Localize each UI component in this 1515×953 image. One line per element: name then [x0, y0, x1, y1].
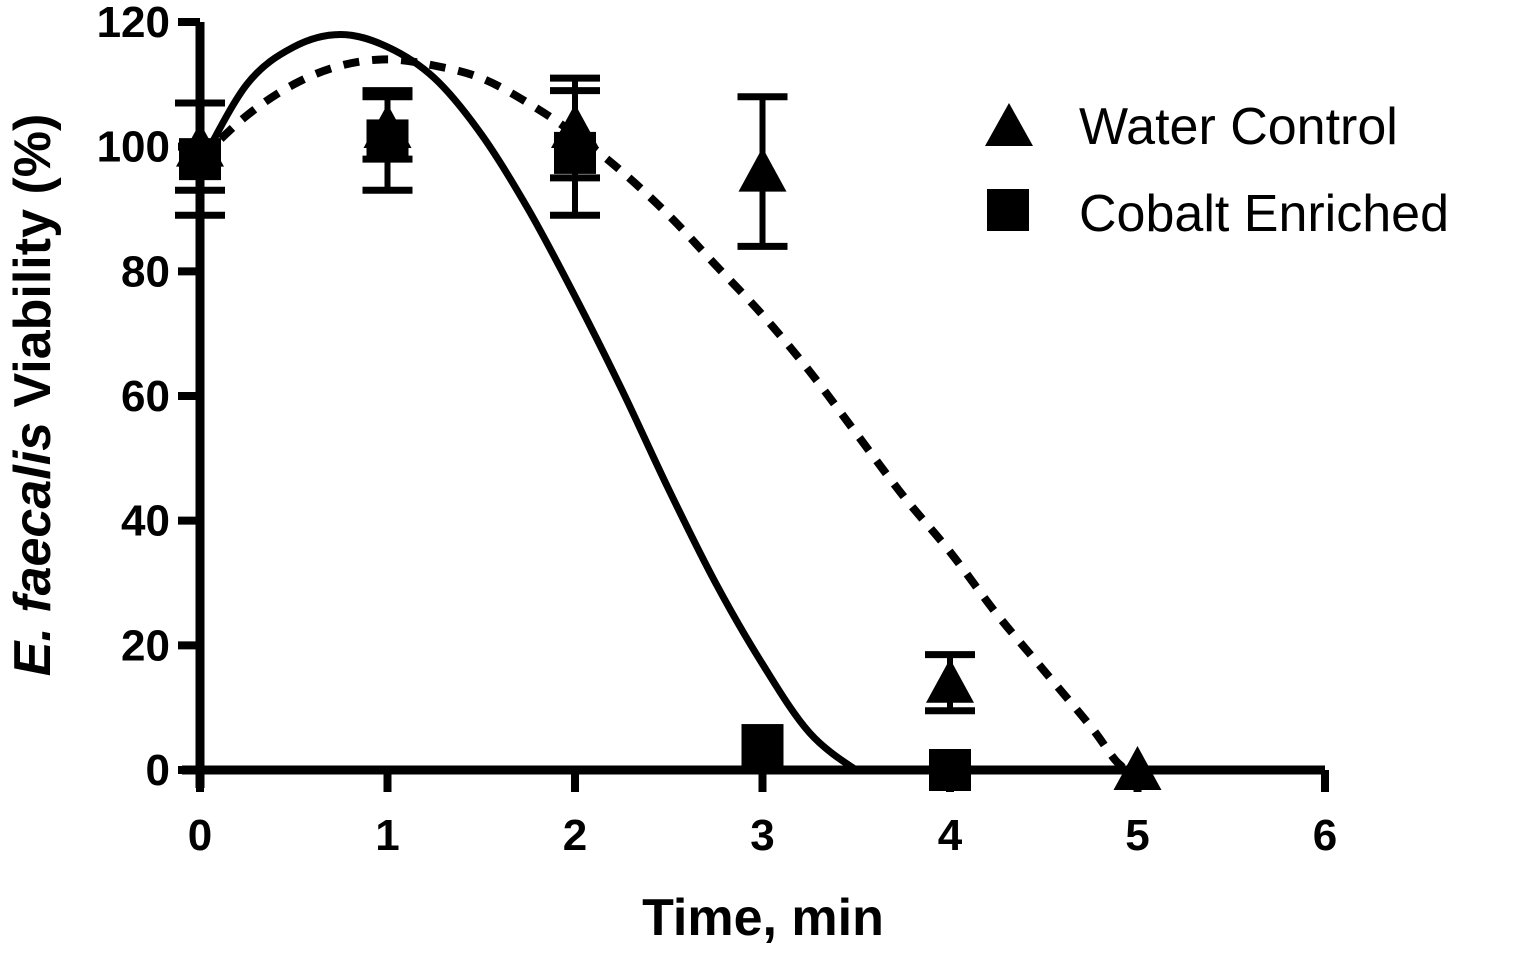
y-tick-label: 60	[121, 372, 170, 421]
legend: Water Control Cobalt Enriched	[985, 98, 1449, 243]
x-axis-title: Time, min	[642, 889, 884, 947]
data-point-water-control	[738, 147, 787, 192]
data-point-water-control	[926, 658, 974, 703]
legend-item-cobalt-enriched: Cobalt Enriched	[987, 185, 1449, 243]
legend-label-water-control: Water Control	[1079, 98, 1398, 156]
y-tick-label: 120	[97, 0, 170, 47]
fit-line-water-control	[197, 55, 1325, 775]
x-tick-label: 6	[1313, 811, 1337, 860]
legend-item-water-control: Water Control	[985, 98, 1398, 156]
data-point-cobalt-enriched	[741, 724, 784, 767]
legend-label-cobalt-enriched: Cobalt Enriched	[1079, 185, 1449, 243]
y-tick-label: 40	[121, 497, 170, 546]
data-point-cobalt-enriched	[179, 138, 221, 181]
data-point-water-control	[1113, 746, 1162, 790]
data-point-cobalt-enriched	[554, 131, 596, 174]
legend-square-marker	[987, 189, 1029, 231]
y-axis-title: E. faecalis Viability (%)	[4, 114, 62, 677]
markers	[176, 103, 1162, 791]
x-tick-label: 3	[750, 811, 774, 860]
legend-triangle-marker	[985, 103, 1033, 146]
y-tick-label: 80	[121, 247, 170, 296]
y-axis-title-rest: Viability (%)	[4, 114, 62, 422]
x-tick-label: 5	[1125, 811, 1149, 860]
x-tick-label: 1	[375, 811, 399, 860]
y-tick-label: 0	[146, 746, 170, 795]
tick-labels: 0 20 40 60 80 100 120 0 1 2 3 4 5 6	[97, 0, 1338, 860]
x-tick-label: 0	[188, 811, 212, 860]
data-point-cobalt-enriched	[366, 119, 409, 162]
x-tick-label: 2	[563, 811, 587, 860]
x-tick-label: 4	[938, 811, 963, 860]
y-tick-label: 20	[121, 621, 170, 670]
y-tick-label: 100	[97, 123, 170, 172]
y-axis-title-italic: E. faecalis	[4, 422, 62, 676]
data-point-cobalt-enriched	[929, 749, 971, 791]
